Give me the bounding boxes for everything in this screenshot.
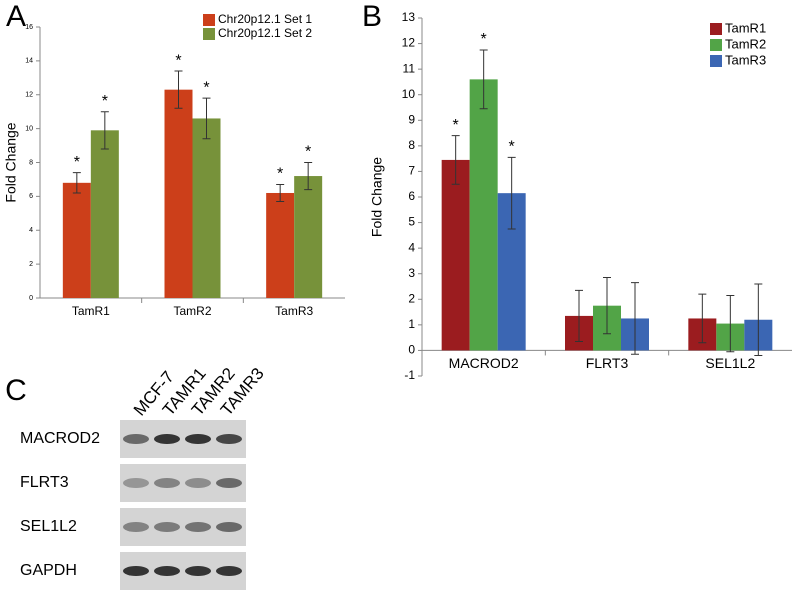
bar xyxy=(192,118,221,299)
error-bar xyxy=(276,184,285,202)
y-tick-label: 6 xyxy=(408,189,415,203)
y-axis-label: Fold Change xyxy=(369,157,385,237)
significance-marker: * xyxy=(509,139,515,156)
blot-band xyxy=(216,434,242,444)
legend-swatch xyxy=(203,14,215,26)
y-tick-label: 2 xyxy=(29,261,33,268)
y-tick-label: 14 xyxy=(25,58,33,65)
error-bar xyxy=(631,282,639,355)
x-tick-label: TamR3 xyxy=(275,304,313,318)
panel-label: B xyxy=(362,0,382,33)
significance-marker: * xyxy=(74,154,80,171)
y-tick-label: 4 xyxy=(29,227,33,234)
blot-band xyxy=(185,478,211,488)
y-tick-label: 11 xyxy=(403,61,416,75)
blot-band xyxy=(154,478,180,488)
protein-label: MACROD2 xyxy=(20,430,100,447)
legend-label: TamR1 xyxy=(725,20,766,35)
error-bar xyxy=(174,70,183,109)
legend-label: TamR3 xyxy=(725,52,766,67)
x-tick-label: TamR2 xyxy=(173,304,211,318)
y-tick-label: 8 xyxy=(29,159,33,166)
protein-label: GAPDH xyxy=(20,562,77,579)
x-tick-label: FLRT3 xyxy=(586,355,629,371)
bar xyxy=(90,130,119,298)
x-tick-label: SEL1L2 xyxy=(705,355,755,371)
error-bar xyxy=(479,49,488,110)
error-bar xyxy=(603,277,611,335)
y-tick-label: 9 xyxy=(408,112,415,126)
blot-band xyxy=(185,566,211,576)
bar xyxy=(62,182,91,298)
legend-label: Chr20p12.1 Set 2 xyxy=(218,26,312,40)
blot-band xyxy=(123,478,149,488)
y-tick-label: 1 xyxy=(408,317,415,331)
significance-marker: * xyxy=(277,166,283,183)
error-bar xyxy=(451,135,460,185)
bar xyxy=(441,159,470,351)
error-bar xyxy=(575,289,583,342)
bar xyxy=(294,176,323,298)
error-bar xyxy=(304,162,313,191)
bar xyxy=(469,79,498,351)
bar xyxy=(266,192,295,298)
significance-marker: * xyxy=(102,93,108,110)
panel-label: C xyxy=(5,374,27,407)
legend-swatch xyxy=(710,23,722,35)
significance-marker: * xyxy=(175,52,181,69)
error-bar xyxy=(72,172,81,194)
y-tick-label: 13 xyxy=(402,10,416,24)
blot-band xyxy=(154,434,180,444)
significance-marker: * xyxy=(481,31,487,48)
protein-label: FLRT3 xyxy=(20,474,69,491)
y-tick-label: 10 xyxy=(25,125,33,132)
blot-band xyxy=(123,522,149,532)
error-bar xyxy=(726,294,735,353)
legend-label: TamR2 xyxy=(725,36,766,51)
y-tick-label: 2 xyxy=(408,291,415,305)
y-tick-label: -1 xyxy=(404,368,415,382)
y-tick-label: 4 xyxy=(408,240,415,254)
legend-label: Chr20p12.1 Set 1 xyxy=(218,12,312,26)
x-tick-label: MACROD2 xyxy=(449,355,519,371)
blot-band xyxy=(216,522,242,532)
error-bar xyxy=(202,97,211,140)
significance-marker: * xyxy=(453,117,459,134)
blot-band xyxy=(185,522,211,532)
blot-band xyxy=(154,522,180,532)
y-axis-label: Fold Change xyxy=(3,122,19,202)
y-tick-label: 7 xyxy=(408,164,415,178)
blot-band xyxy=(216,566,242,576)
bar xyxy=(164,89,193,298)
panel-label: A xyxy=(6,0,26,33)
y-tick-label: 6 xyxy=(29,193,33,200)
error-bar xyxy=(507,156,516,230)
legend-swatch xyxy=(710,39,722,51)
legend-swatch xyxy=(203,28,215,40)
y-tick-label: 12 xyxy=(402,36,416,50)
blot-band xyxy=(123,566,149,576)
error-bar xyxy=(754,283,763,357)
y-tick-label: 3 xyxy=(408,266,415,280)
y-tick-label: 5 xyxy=(408,215,415,229)
blot-band xyxy=(216,478,242,488)
y-tick-label: 10 xyxy=(402,87,416,101)
significance-marker: * xyxy=(203,79,209,96)
x-tick-label: TamR1 xyxy=(72,304,110,318)
y-tick-label: 8 xyxy=(408,138,415,152)
y-tick-label: 0 xyxy=(408,343,415,357)
y-tick-label: 0 xyxy=(29,295,33,302)
y-tick-label: 12 xyxy=(25,92,33,99)
significance-marker: * xyxy=(305,144,311,161)
y-tick-label: 16 xyxy=(25,24,33,31)
blot-band xyxy=(154,566,180,576)
error-bar xyxy=(100,111,109,150)
error-bar xyxy=(698,293,707,344)
protein-label: SEL1L2 xyxy=(20,518,77,535)
legend-swatch xyxy=(710,55,722,67)
blot-band xyxy=(185,434,211,444)
blot-band xyxy=(123,434,149,444)
